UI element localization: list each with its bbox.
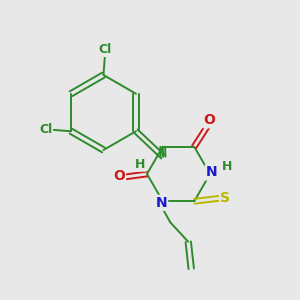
Text: S: S: [220, 191, 230, 205]
Text: O: O: [203, 113, 215, 127]
Text: Cl: Cl: [99, 43, 112, 56]
Text: Cl: Cl: [39, 123, 52, 136]
Text: H: H: [222, 160, 233, 173]
Text: O: O: [113, 169, 125, 182]
Text: N: N: [155, 196, 167, 210]
Text: H: H: [135, 158, 146, 171]
Text: N: N: [206, 166, 217, 179]
